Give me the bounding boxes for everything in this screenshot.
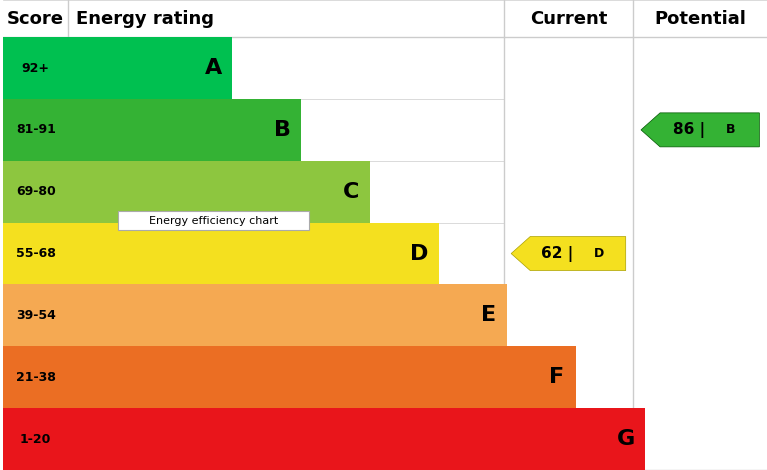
Bar (68, 346, 576, 408)
Text: A: A (205, 58, 222, 78)
Text: 69-80: 69-80 (16, 185, 55, 198)
Text: Score: Score (7, 9, 64, 28)
Text: G: G (617, 429, 635, 449)
Text: Energy efficiency chart: Energy efficiency chart (149, 216, 278, 226)
Text: D: D (594, 247, 604, 260)
Text: 21-38: 21-38 (16, 371, 56, 384)
Text: 92+: 92+ (21, 62, 50, 75)
Polygon shape (641, 113, 759, 147)
Bar (3, 99, 68, 161)
Bar (3, 346, 68, 408)
FancyBboxPatch shape (118, 211, 309, 230)
Bar (68, 408, 645, 470)
Bar (3, 37, 68, 99)
Text: Current: Current (530, 9, 607, 28)
Bar (68, 223, 439, 284)
Bar (3, 284, 68, 346)
Bar (68, 161, 370, 223)
Text: 81-91: 81-91 (16, 123, 56, 136)
Text: F: F (549, 367, 565, 387)
Text: Energy rating: Energy rating (76, 9, 214, 28)
Text: D: D (410, 243, 429, 264)
Text: E: E (481, 306, 495, 325)
Text: Potential: Potential (654, 9, 746, 28)
Text: 1-20: 1-20 (20, 432, 51, 446)
Text: 55-68: 55-68 (16, 247, 56, 260)
Text: C: C (343, 182, 359, 202)
Bar (3, 408, 68, 470)
Text: 39-54: 39-54 (16, 309, 56, 322)
Bar (68, 99, 301, 161)
Bar (68, 284, 507, 346)
Bar (3, 223, 68, 284)
Text: 62 |: 62 | (541, 245, 573, 261)
Bar (68, 37, 232, 99)
Bar (3, 161, 68, 223)
Text: 86 |: 86 | (673, 122, 705, 138)
Text: B: B (274, 120, 291, 140)
Text: B: B (726, 123, 736, 136)
Polygon shape (511, 236, 626, 271)
